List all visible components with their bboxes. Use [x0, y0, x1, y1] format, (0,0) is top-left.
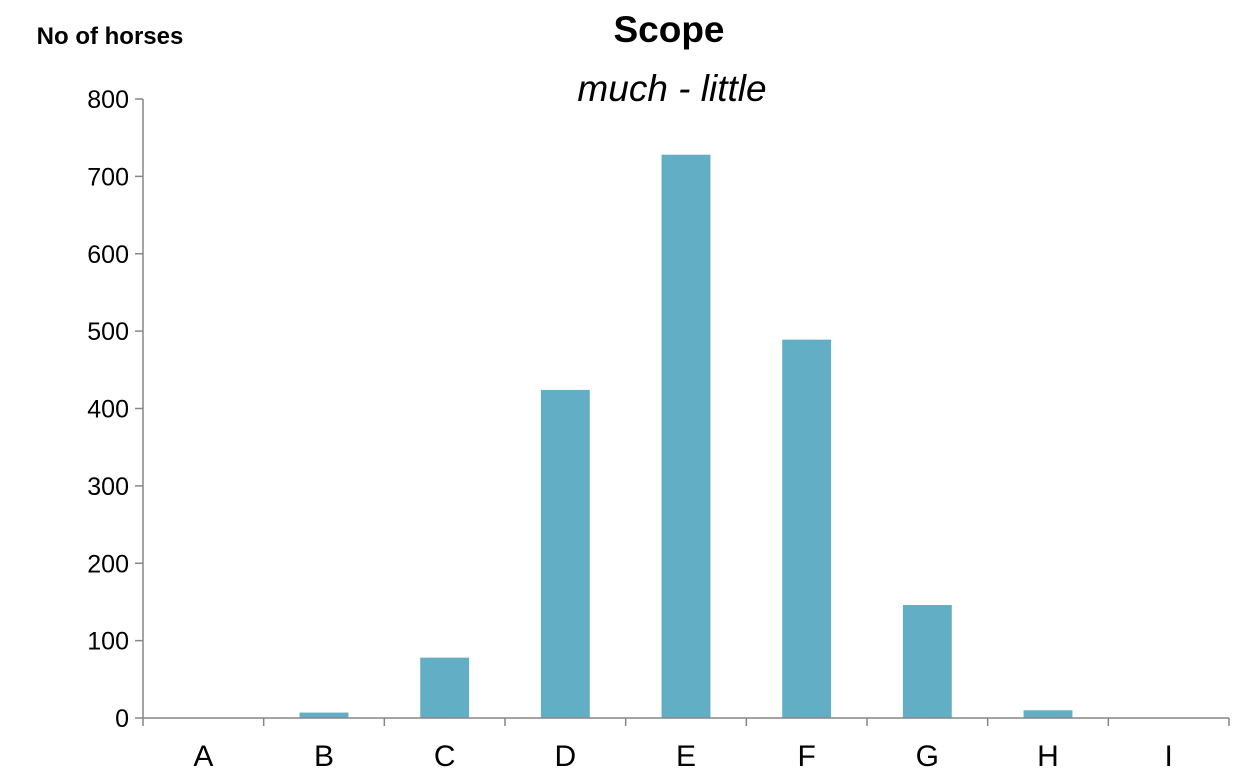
bar-E: [661, 154, 711, 718]
bar-B: [299, 712, 349, 718]
x-tick-label: H: [1037, 740, 1059, 773]
y-tick-label: 100: [87, 628, 129, 656]
bar-G: [902, 605, 952, 718]
bar-H: [1023, 710, 1073, 718]
x-tick-label: B: [314, 740, 334, 773]
y-tick-label: 600: [87, 241, 129, 269]
y-tick-label: 700: [87, 163, 129, 191]
x-tick-label: D: [554, 740, 576, 773]
x-axis: A B C D E F G H I: [142, 717, 1230, 773]
x-tick-label: F: [798, 740, 816, 773]
y-tick-label: 0: [115, 705, 129, 733]
x-tick-label: A: [193, 740, 213, 773]
y-axis: 0 100 200 300 400 500 600 700 800: [87, 86, 144, 733]
bar-C: [420, 657, 470, 718]
bars: [299, 154, 1073, 718]
y-tick-label: 400: [87, 396, 129, 424]
y-axis-label: No of horses: [37, 23, 184, 50]
chart-title: Scope: [613, 9, 724, 50]
chart-subtitle: much - little: [577, 68, 766, 109]
y-tick-label: 300: [87, 473, 129, 501]
x-tick-label: I: [1164, 740, 1172, 773]
x-tick-label: G: [916, 740, 939, 773]
y-tick-label: 500: [87, 318, 129, 346]
x-tick-label: E: [676, 740, 696, 773]
bar-F: [782, 339, 832, 718]
bar-D: [540, 389, 590, 718]
x-tick-label: C: [434, 740, 456, 773]
y-tick-label: 800: [87, 86, 129, 114]
y-tick-label: 200: [87, 550, 129, 578]
